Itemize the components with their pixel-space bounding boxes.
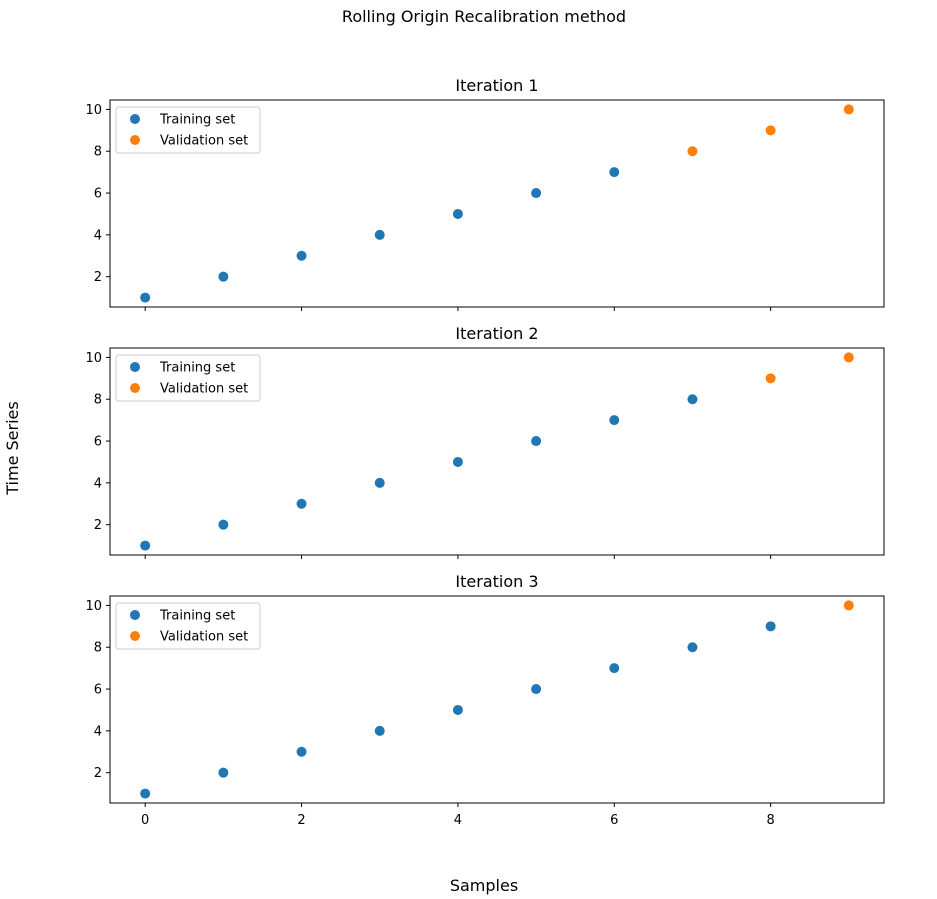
subplot-2: Iteration 2 2 4 6 8 10 Training set Validation … <box>85 324 885 559</box>
training-point <box>296 250 307 261</box>
axes-frame <box>109 99 885 308</box>
validation-point <box>843 352 854 363</box>
training-point <box>531 436 542 447</box>
training-point <box>140 788 151 799</box>
y-tick-label: 8 <box>94 393 102 408</box>
legend-label: Training set <box>159 609 235 624</box>
axes-frame <box>109 347 885 556</box>
training-point <box>609 167 620 178</box>
training-point <box>374 477 385 488</box>
training-point <box>218 767 229 778</box>
y-tick-label: 10 <box>85 351 102 366</box>
legend-label: Training set <box>159 113 235 128</box>
y-tick-label: 10 <box>85 103 102 118</box>
training-point <box>218 519 229 530</box>
legend-label: Validation set <box>160 382 248 397</box>
legend-box <box>115 354 261 402</box>
legend-box <box>115 602 261 650</box>
x-tick-label: 0 <box>141 813 149 828</box>
training-point <box>296 498 307 509</box>
y-tick-label: 6 <box>94 683 102 698</box>
subplot-1: Iteration 1 2 4 6 8 10 Training set Validation … <box>85 76 885 311</box>
legend: Training set Validation set <box>115 106 261 154</box>
legend-label: Validation set <box>160 134 248 149</box>
training-point <box>296 746 307 757</box>
training-point <box>452 208 463 219</box>
validation-point <box>843 104 854 115</box>
training-point <box>765 621 776 632</box>
training-point <box>452 456 463 467</box>
legend-box <box>115 106 261 154</box>
y-tick-label: 8 <box>94 145 102 160</box>
y-tick-label: 2 <box>94 766 102 781</box>
y-tick-label: 2 <box>94 518 102 533</box>
legend-marker <box>130 135 140 145</box>
training-point <box>374 725 385 736</box>
legend-label: Validation set <box>160 630 248 645</box>
legend-marker <box>130 362 140 372</box>
training-point <box>452 704 463 715</box>
training-point <box>531 188 542 199</box>
subplot-title: Iteration 1 <box>455 76 538 95</box>
x-tick-label: 6 <box>610 813 618 828</box>
subplot-3: Iteration 3 2 4 6 8 10 0 2 4 6 8 Training set Valida… <box>85 572 885 828</box>
training-point <box>140 540 151 551</box>
y-tick-label: 8 <box>94 641 102 656</box>
training-point <box>140 292 151 303</box>
subplot-title: Iteration 3 <box>455 572 538 591</box>
y-tick-label: 6 <box>94 187 102 202</box>
y-tick-label: 6 <box>94 435 102 450</box>
y-tick-label: 4 <box>94 228 102 243</box>
x-tick-label: 2 <box>297 813 305 828</box>
subplot-title: Iteration 2 <box>455 324 538 343</box>
y-tick-label: 4 <box>94 476 102 491</box>
y-tick-label: 2 <box>94 270 102 285</box>
x-tick-label: 8 <box>766 813 774 828</box>
legend-label: Training set <box>159 361 235 376</box>
axes-frame <box>109 595 885 804</box>
training-point <box>609 663 620 674</box>
figure-title: Rolling Origin Recalibration method <box>342 7 626 26</box>
x-axis-label: Samples <box>450 876 518 895</box>
training-point <box>218 271 229 282</box>
y-tick-label: 10 <box>85 599 102 614</box>
training-point <box>609 415 620 426</box>
legend-marker <box>130 114 140 124</box>
y-axis-label: Time Series <box>3 401 22 495</box>
legend-marker <box>130 610 140 620</box>
training-point <box>687 394 698 405</box>
validation-point <box>843 600 854 611</box>
legend-marker <box>130 631 140 641</box>
training-point <box>374 229 385 240</box>
validation-point <box>687 146 698 157</box>
legend-marker <box>130 383 140 393</box>
training-point <box>687 642 698 653</box>
x-tick-label: 4 <box>454 813 462 828</box>
training-point <box>531 684 542 695</box>
legend: Training set Validation set <box>115 354 261 402</box>
validation-point <box>765 373 776 384</box>
y-tick-label: 4 <box>94 724 102 739</box>
legend: Training set Validation set <box>115 602 261 650</box>
validation-point <box>765 125 776 136</box>
